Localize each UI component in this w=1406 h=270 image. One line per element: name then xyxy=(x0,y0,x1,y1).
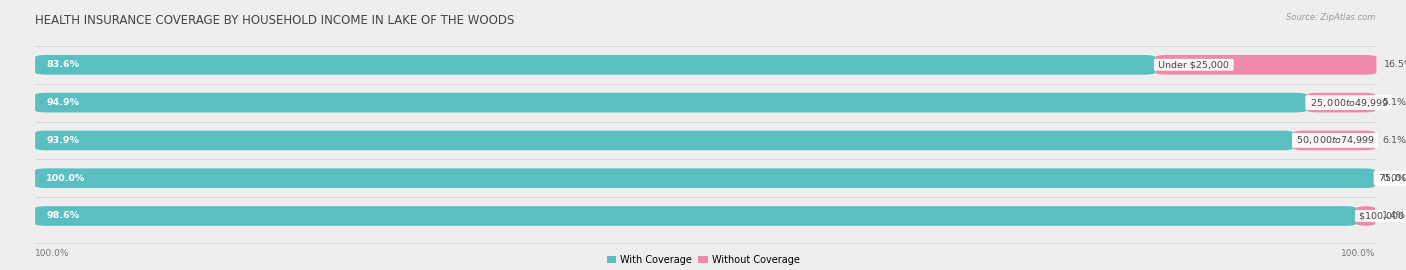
FancyBboxPatch shape xyxy=(35,206,1375,226)
Text: 83.6%: 83.6% xyxy=(46,60,79,69)
FancyBboxPatch shape xyxy=(35,55,1156,75)
Text: 100.0%: 100.0% xyxy=(35,249,70,258)
FancyBboxPatch shape xyxy=(35,168,1375,188)
FancyBboxPatch shape xyxy=(35,206,1357,226)
FancyBboxPatch shape xyxy=(1357,206,1375,226)
Text: 1.4%: 1.4% xyxy=(1382,211,1406,221)
Text: 98.6%: 98.6% xyxy=(46,211,80,221)
FancyBboxPatch shape xyxy=(35,168,1375,188)
Text: 94.9%: 94.9% xyxy=(46,98,79,107)
FancyBboxPatch shape xyxy=(35,93,1306,112)
FancyBboxPatch shape xyxy=(35,131,1375,150)
FancyBboxPatch shape xyxy=(1156,55,1376,75)
Text: $75,000 to $99,999: $75,000 to $99,999 xyxy=(1375,172,1406,184)
Text: 16.5%: 16.5% xyxy=(1384,60,1406,69)
Text: Under $25,000: Under $25,000 xyxy=(1156,60,1232,69)
FancyBboxPatch shape xyxy=(35,93,1375,112)
FancyBboxPatch shape xyxy=(35,55,1375,75)
FancyBboxPatch shape xyxy=(35,131,1294,150)
Legend: With Coverage, Without Coverage: With Coverage, Without Coverage xyxy=(606,255,800,265)
Text: $50,000 to $74,999: $50,000 to $74,999 xyxy=(1294,134,1376,146)
Text: 93.9%: 93.9% xyxy=(46,136,79,145)
FancyBboxPatch shape xyxy=(1294,131,1375,150)
Text: 5.1%: 5.1% xyxy=(1382,98,1406,107)
Text: 0.0%: 0.0% xyxy=(1382,174,1406,183)
Text: HEALTH INSURANCE COVERAGE BY HOUSEHOLD INCOME IN LAKE OF THE WOODS: HEALTH INSURANCE COVERAGE BY HOUSEHOLD I… xyxy=(35,14,515,26)
FancyBboxPatch shape xyxy=(1306,93,1375,112)
Text: 100.0%: 100.0% xyxy=(46,174,86,183)
Text: 6.1%: 6.1% xyxy=(1382,136,1406,145)
Text: 100.0%: 100.0% xyxy=(1340,249,1375,258)
Text: Source: ZipAtlas.com: Source: ZipAtlas.com xyxy=(1285,14,1375,22)
Text: $25,000 to $49,999: $25,000 to $49,999 xyxy=(1306,97,1389,109)
Text: $100,000 and over: $100,000 and over xyxy=(1357,211,1406,221)
